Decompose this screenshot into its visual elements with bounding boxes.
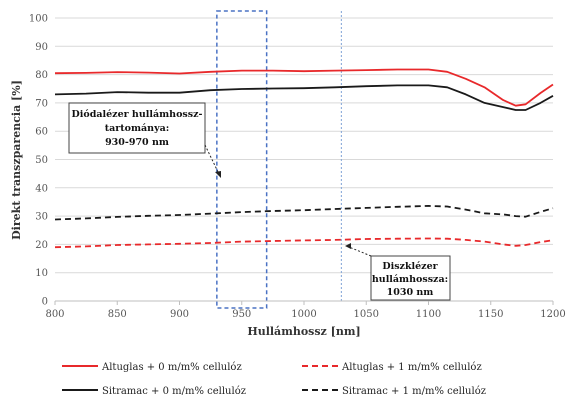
- series-line-3: [54, 204, 554, 221]
- annotation-diode-line-3: 930-970 nm: [105, 137, 169, 148]
- legend-item-altuglas-0: Altuglas + 0 m/m% cellulóz: [62, 362, 242, 373]
- y-tick-label: 80: [35, 70, 48, 81]
- annotation-disk-pointer: [348, 246, 372, 257]
- x-tick-label: 950: [232, 309, 251, 320]
- x-tick-label: 850: [108, 309, 127, 320]
- y-axis-title: Direkt transzparencia [%]: [10, 80, 23, 240]
- y-tick-label: 40: [35, 183, 48, 194]
- series-line-0: [54, 68, 554, 107]
- annotation-diode: Diódalézer hullámhossz- tartománya: 930-…: [68, 102, 221, 178]
- annotation-disk-arrowhead: [345, 243, 351, 249]
- y-tick-label: 0: [42, 297, 48, 308]
- legend: Altuglas + 0 m/m% cellulóz Altuglas + 1 …: [62, 362, 486, 397]
- annotation-diode-line-2: tartománya:: [105, 123, 170, 134]
- x-axis-title: Hullámhossz [nm]: [247, 325, 360, 338]
- annotation-disk-line-1: Diszklézer: [382, 261, 438, 272]
- annotation-diode-arrowhead: [215, 171, 221, 178]
- legend-label-altuglas-0: Altuglas + 0 m/m% cellulóz: [101, 362, 242, 373]
- data-series: [54, 68, 554, 249]
- y-tick-label: 70: [35, 98, 48, 109]
- annotation-disk-box: [370, 255, 451, 301]
- annotation-diode-pointer: [204, 144, 220, 175]
- y-tick-label: 100: [29, 14, 48, 25]
- legend-label-sitramac-0: Sitramac + 0 m/m% cellulóz: [102, 386, 246, 397]
- x-tick-label: 1150: [478, 309, 503, 320]
- annotation-disk-line-3: 1030 nm: [387, 287, 434, 298]
- x-tick-label: 900: [170, 309, 189, 320]
- diode-range-band: [216, 10, 268, 309]
- x-tick-label: 1050: [354, 309, 379, 320]
- legend-item-sitramac-1: Sitramac + 1 m/m% cellulóz: [302, 386, 486, 397]
- legend-item-sitramac-0: Sitramac + 0 m/m% cellulóz: [62, 386, 246, 397]
- annotation-diode-line-1: Diódalézer hullámhossz-: [72, 109, 203, 120]
- annotation-diode-box: [68, 102, 206, 154]
- y-tick-label: 90: [35, 42, 48, 53]
- highlight-bands: [216, 10, 342, 309]
- legend-item-altuglas-1: Altuglas + 1 m/m% cellulóz: [302, 362, 482, 373]
- x-tick-label: 1100: [416, 309, 441, 320]
- y-axis: 0 10 20 30 40 50 60 70 80 90 100: [29, 14, 48, 308]
- y-tick-label: 30: [35, 212, 48, 223]
- y-tick-label: 60: [35, 127, 48, 138]
- annotation-disk-line-2: hullámhossza:: [372, 274, 448, 285]
- y-tick-label: 10: [35, 268, 48, 279]
- series-line-1: [54, 237, 554, 249]
- legend-label-sitramac-1: Sitramac + 1 m/m% cellulóz: [342, 386, 486, 397]
- y-tick-label: 20: [35, 240, 48, 251]
- x-tick-label: 1200: [540, 309, 565, 320]
- annotation-disk: Diszklézer hullámhossza: 1030 nm: [345, 243, 451, 301]
- series-line-2: [54, 84, 554, 111]
- legend-label-altuglas-1: Altuglas + 1 m/m% cellulóz: [341, 362, 482, 373]
- x-tick-label: 800: [45, 309, 64, 320]
- y-tick-label: 50: [35, 155, 48, 166]
- x-tick-label: 1000: [291, 309, 316, 320]
- x-axis: 800 850 900 950 1000 1050 1100 1150 1200: [45, 300, 566, 320]
